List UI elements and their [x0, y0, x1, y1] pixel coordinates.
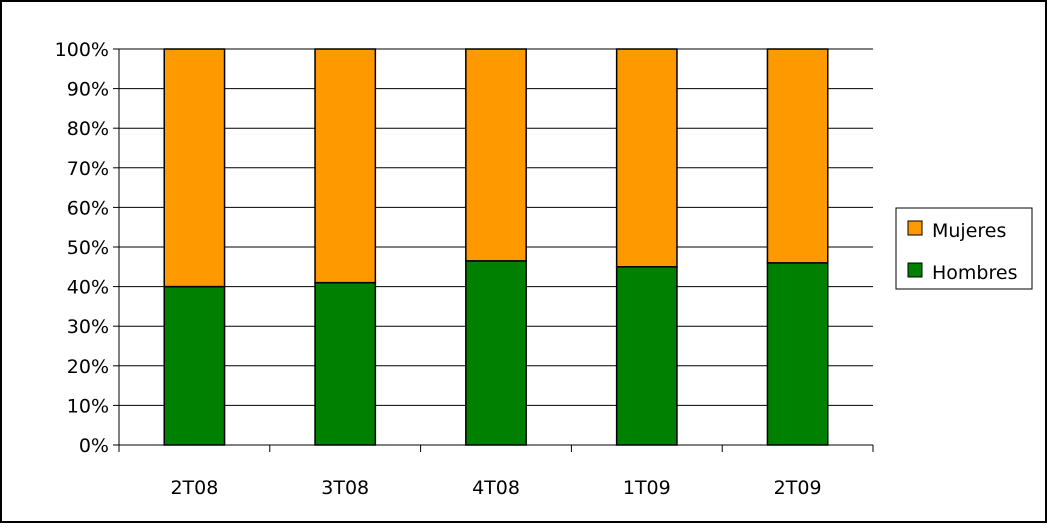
legend-swatch-hombres [907, 262, 923, 278]
x-tick-label: 2T09 [774, 477, 822, 499]
y-tick-label: 80% [67, 118, 109, 140]
y-tick-label: 20% [67, 356, 109, 378]
bar-hombres-1t09 [615, 266, 678, 446]
y-tick-label: 100% [55, 39, 109, 61]
bars [163, 48, 829, 446]
bar-hombres-2t09 [766, 262, 829, 446]
x-tick-label: 1T09 [623, 477, 671, 499]
legend-label-mujeres: Mujeres [932, 220, 1006, 242]
axes [113, 48, 874, 452]
y-tick-label: 30% [67, 316, 109, 338]
y-tick-label: 40% [67, 277, 109, 299]
bar-mujeres-3t08 [314, 48, 377, 284]
y-tick-label: 0% [79, 435, 109, 457]
y-tick-label: 60% [67, 197, 109, 219]
legend-swatch-mujeres [907, 220, 923, 236]
bar-mujeres-1t09 [615, 48, 678, 268]
bar-mujeres-2t09 [766, 48, 829, 264]
y-tick-label: 90% [67, 79, 109, 101]
x-tick-label: 2T08 [170, 477, 218, 499]
bar-mujeres-2t08 [163, 48, 226, 288]
bar-hombres-2t08 [163, 285, 226, 446]
x-tick-labels: 2T08 3T08 4T08 1T09 2T09 [170, 477, 821, 499]
bar-hombres-4t08 [465, 260, 527, 446]
y-tick-label: 50% [67, 237, 109, 259]
x-tick-label: 4T08 [472, 477, 520, 499]
y-tick-label: 70% [67, 158, 109, 180]
x-tick-label: 3T08 [321, 477, 369, 499]
y-tick-labels: 0% 10% 20% 30% 40% 50% 60% 70% 80% 90% 100% [55, 39, 109, 457]
legend-label-hombres: Hombres [932, 262, 1017, 284]
bar-hombres-3t08 [314, 281, 377, 446]
y-tick-label: 10% [67, 395, 109, 417]
legend: Mujeres Hombres [895, 207, 1033, 290]
bar-mujeres-4t08 [465, 48, 527, 262]
